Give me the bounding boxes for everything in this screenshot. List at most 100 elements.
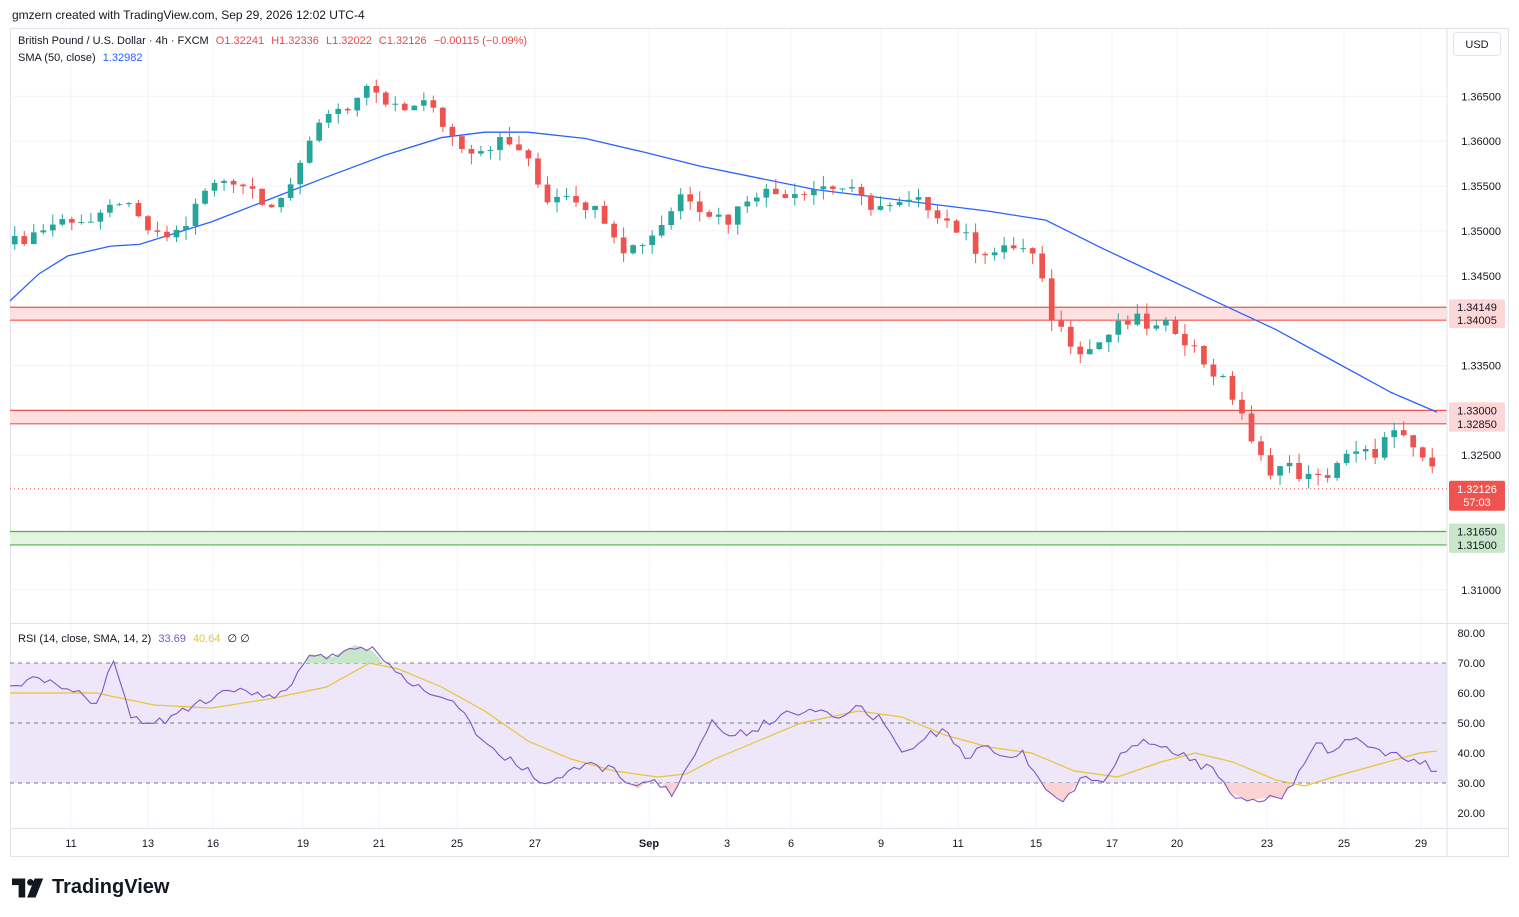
- bullish-candle[interactable]: [1134, 304, 1141, 327]
- bullish-candle[interactable]: [420, 92, 427, 112]
- bearish-candle[interactable]: [1229, 371, 1236, 405]
- bullish-candle[interactable]: [202, 188, 208, 206]
- bullish-candle[interactable]: [478, 145, 484, 157]
- bullish-candle[interactable]: [849, 179, 855, 193]
- bearish-candle[interactable]: [687, 186, 694, 210]
- bullish-candle[interactable]: [1086, 339, 1093, 355]
- bullish-candle[interactable]: [335, 103, 342, 124]
- bearish-candle[interactable]: [468, 144, 475, 165]
- bullish-candle[interactable]: [78, 214, 85, 225]
- bearish-candle[interactable]: [440, 106, 446, 132]
- bearish-candle[interactable]: [382, 90, 389, 107]
- bearish-candle[interactable]: [164, 225, 170, 242]
- bearish-candle[interactable]: [259, 188, 265, 207]
- bearish-candle[interactable]: [249, 177, 256, 199]
- bearish-candle[interactable]: [1191, 339, 1198, 353]
- sma-50-line[interactable]: [9, 131, 1438, 413]
- bearish-candle[interactable]: [1239, 391, 1245, 420]
- bearish-candle[interactable]: [858, 183, 865, 206]
- bearish-candle[interactable]: [145, 214, 151, 235]
- bullish-candle[interactable]: [287, 177, 294, 201]
- bullish-candle[interactable]: [316, 119, 323, 143]
- bearish-candle[interactable]: [772, 178, 779, 195]
- bearish-candle[interactable]: [1258, 435, 1264, 461]
- candles[interactable]: [11, 79, 1436, 489]
- bullish-candle[interactable]: [1220, 374, 1226, 379]
- bearish-candle[interactable]: [535, 152, 541, 188]
- bullish-candle[interactable]: [107, 199, 113, 218]
- bullish-candle[interactable]: [126, 201, 132, 208]
- bearish-candle[interactable]: [1182, 324, 1188, 356]
- bearish-candle[interactable]: [268, 203, 275, 208]
- bearish-candle[interactable]: [1296, 453, 1302, 482]
- bearish-candle[interactable]: [21, 231, 28, 246]
- bearish-candle[interactable]: [868, 193, 874, 216]
- bearish-candle[interactable]: [982, 251, 988, 264]
- bearish-candle[interactable]: [1124, 315, 1131, 330]
- bearish-candle[interactable]: [230, 179, 237, 193]
- bullish-candle[interactable]: [1305, 465, 1312, 489]
- bearish-candle[interactable]: [135, 199, 142, 218]
- bearish-candle[interactable]: [934, 204, 941, 224]
- bullish-candle[interactable]: [887, 202, 893, 212]
- bullish-candle[interactable]: [820, 175, 827, 200]
- bullish-candle[interactable]: [1286, 455, 1293, 474]
- bullish-candle[interactable]: [88, 213, 94, 223]
- bearish-candle[interactable]: [154, 221, 161, 238]
- bullish-candle[interactable]: [192, 198, 199, 235]
- sma-label[interactable]: SMA (50, close): [18, 52, 96, 64]
- bearish-candle[interactable]: [1143, 303, 1150, 336]
- bearish-candle[interactable]: [1429, 447, 1436, 474]
- bearish-candle[interactable]: [1210, 358, 1217, 386]
- bearish-candle[interactable]: [830, 185, 836, 195]
- bearish-candle[interactable]: [620, 227, 627, 263]
- rsi-ma-line[interactable]: [10, 662, 1438, 787]
- bullish-candle[interactable]: [97, 209, 104, 230]
- bearish-candle[interactable]: [1324, 468, 1331, 483]
- rsi-line[interactable]: [9, 646, 1438, 803]
- bullish-candle[interactable]: [306, 136, 313, 164]
- bearish-candle[interactable]: [925, 196, 931, 219]
- axes[interactable]: 1.31000 1.31500 1.32500 1.33500 1.34500 1.350…: [10, 29, 1509, 857]
- bearish-candle[interactable]: [1267, 447, 1274, 480]
- bullish-candle[interactable]: [1153, 319, 1160, 331]
- bullish-candle[interactable]: [763, 183, 770, 208]
- bullish-candle[interactable]: [363, 83, 370, 106]
- bearish-candle[interactable]: [544, 176, 551, 205]
- bullish-candle[interactable]: [354, 97, 361, 117]
- bearish-candle[interactable]: [1029, 247, 1036, 264]
- bearish-candle[interactable]: [240, 183, 246, 195]
- bullish-candle[interactable]: [325, 110, 332, 129]
- rsi-pane[interactable]: [9, 645, 1447, 803]
- bullish-candle[interactable]: [59, 214, 66, 227]
- bullish-candle[interactable]: [1096, 342, 1103, 350]
- bearish-candle[interactable]: [782, 189, 789, 199]
- bearish-candle[interactable]: [506, 127, 513, 146]
- bullish-candle[interactable]: [11, 226, 18, 250]
- symbol-title[interactable]: British Pound / U.S. Dollar · 4h · FXCM: [18, 35, 209, 47]
- bullish-candle[interactable]: [630, 244, 636, 255]
- bearish-candle[interactable]: [1419, 446, 1426, 462]
- bullish-candle[interactable]: [49, 214, 56, 237]
- bullish-candle[interactable]: [734, 206, 741, 235]
- bullish-candle[interactable]: [658, 215, 665, 238]
- bullish-candle[interactable]: [173, 225, 180, 243]
- bullish-candle[interactable]: [677, 188, 684, 220]
- bullish-candle[interactable]: [1115, 313, 1122, 343]
- bearish-candle[interactable]: [582, 200, 589, 219]
- bullish-candle[interactable]: [744, 196, 751, 213]
- bullish-candle[interactable]: [1343, 449, 1350, 466]
- bullish-candle[interactable]: [411, 105, 418, 111]
- bearish-candle[interactable]: [573, 186, 579, 208]
- bullish-candle[interactable]: [753, 192, 760, 207]
- bearish-candle[interactable]: [401, 101, 408, 111]
- bearish-candle[interactable]: [944, 209, 950, 228]
- bearish-candle[interactable]: [459, 135, 465, 154]
- bearish-candle[interactable]: [1067, 320, 1074, 355]
- bullish-candle[interactable]: [211, 179, 218, 197]
- bullish-candle[interactable]: [297, 160, 304, 195]
- bearish-candle[interactable]: [1410, 435, 1417, 457]
- bearish-candle[interactable]: [1058, 310, 1065, 332]
- bearish-candle[interactable]: [1172, 316, 1179, 335]
